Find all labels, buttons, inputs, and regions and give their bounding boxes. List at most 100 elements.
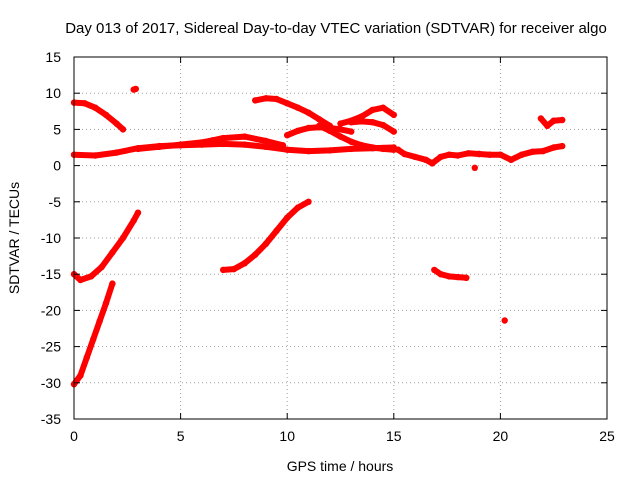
data-point [77, 276, 84, 284]
series-line [220, 198, 312, 273]
data-point [241, 141, 248, 148]
y-tick-label: -30 [41, 375, 61, 391]
data-point [130, 217, 137, 224]
data-point [83, 354, 91, 361]
data-point [284, 100, 291, 107]
y-tick-label: -15 [41, 266, 61, 282]
series-line [71, 140, 397, 159]
data-point [305, 198, 312, 205]
data-point [437, 153, 444, 161]
series-line [71, 209, 141, 283]
y-tick-label: 0 [53, 158, 61, 174]
y-tick-label: 15 [45, 49, 61, 65]
data-point [337, 126, 344, 133]
data-point [429, 160, 436, 167]
data-point [220, 266, 227, 274]
x-tick-label: 20 [493, 428, 509, 444]
data-point [316, 122, 323, 129]
series-arc-14 [431, 266, 470, 281]
series-layer [70, 85, 566, 388]
data-point [305, 109, 312, 116]
y-axis-label: SDTVAR / TECUs [6, 182, 22, 294]
series-arc-17 [501, 317, 508, 324]
data-point [87, 273, 95, 280]
y-tick-label: -5 [49, 194, 62, 210]
data-point [241, 260, 248, 267]
grid [74, 57, 607, 419]
data-point [262, 240, 270, 247]
data-point [284, 146, 291, 153]
data-point [134, 145, 142, 153]
data-point [284, 132, 291, 139]
data-point [220, 134, 227, 142]
data-point [550, 144, 557, 151]
y-tick-labels: -35 -30 -25 -20 -15 -10 -5 0 5 10 15 [41, 49, 61, 427]
data-point [401, 150, 408, 158]
series-line [537, 115, 566, 129]
data-point [109, 280, 116, 287]
data-point [348, 119, 355, 126]
data-point [358, 113, 365, 120]
series-arc-05 [130, 85, 139, 93]
data-point [326, 147, 333, 154]
data-point [454, 152, 461, 159]
data-point [90, 336, 97, 343]
data-point [252, 97, 259, 104]
data-point [102, 300, 110, 307]
y-tick-label: -25 [41, 339, 61, 355]
data-point [92, 152, 99, 159]
data-point [431, 266, 438, 274]
x-tick-label: 25 [599, 428, 615, 444]
data-point [316, 116, 323, 123]
data-point [262, 95, 270, 102]
data-point [262, 137, 270, 145]
data-point [279, 142, 287, 149]
x-axis-label: GPS time / hours [287, 458, 394, 474]
y-tick-label: -20 [41, 302, 61, 318]
data-point [507, 156, 515, 163]
data-point [446, 273, 453, 280]
data-point [550, 117, 557, 124]
data-point [437, 271, 444, 278]
data-point [529, 148, 536, 155]
x-tick-label: 0 [70, 428, 78, 444]
x-tick-label: 15 [386, 428, 402, 444]
data-point [358, 118, 365, 125]
series-arc-13 [394, 146, 483, 167]
data-point [379, 145, 387, 153]
data-point [559, 142, 566, 150]
data-point [537, 115, 545, 122]
data-point [209, 137, 216, 144]
data-point [411, 153, 419, 161]
data-point [241, 133, 248, 140]
data-point [337, 120, 344, 127]
series-arc-15 [471, 164, 478, 171]
y-tick-label: -35 [41, 411, 61, 427]
data-point [475, 150, 483, 158]
data-point [294, 204, 302, 211]
series-arc-16 [475, 142, 566, 163]
data-point [497, 151, 504, 158]
data-point [369, 106, 376, 114]
data-point [284, 214, 291, 221]
data-point [518, 151, 525, 158]
data-point [134, 209, 142, 216]
data-point [98, 263, 105, 271]
series-line [71, 280, 116, 388]
series-arc-07 [220, 198, 312, 274]
data-point [119, 126, 127, 133]
series-arc-12 [348, 118, 397, 135]
y-tick-label: 10 [45, 85, 61, 101]
data-point [348, 145, 355, 153]
data-point [539, 147, 547, 155]
data-point [273, 227, 280, 234]
y-tick-label: 5 [53, 121, 61, 137]
data-point [422, 156, 429, 163]
data-point [454, 273, 461, 281]
data-point [390, 128, 397, 135]
series-arc-01 [70, 99, 127, 133]
data-point [113, 120, 120, 127]
data-point [390, 111, 397, 119]
series-arc-10 [316, 122, 397, 153]
chart-title: Day 013 of 2017, Sidereal Day-to-day VTE… [65, 20, 607, 37]
